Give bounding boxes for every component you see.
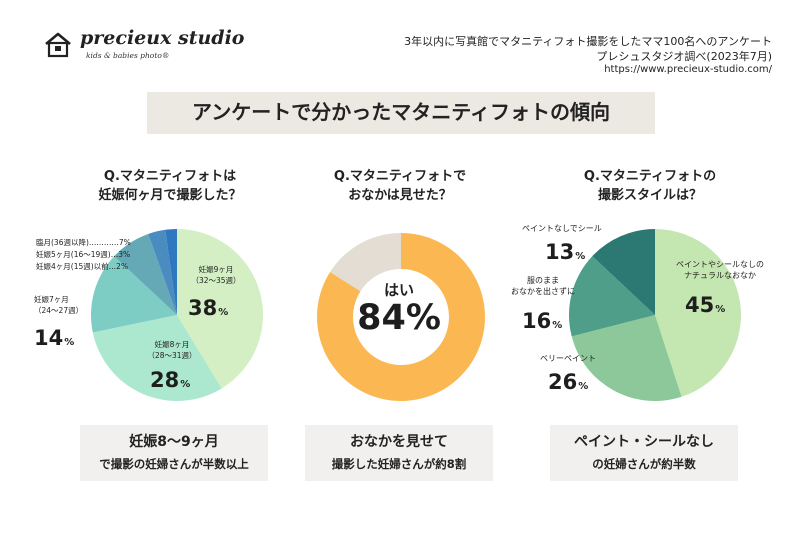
chart3-value-sticker: 13% — [545, 240, 586, 264]
chart1-label-month8: 妊娠8ヶ月 （28～31週） — [140, 339, 204, 361]
chart1-value-month9: 38% — [188, 296, 229, 320]
chart3-value-bellypaint: 26% — [548, 370, 589, 394]
summary-2-line-1: おなかを見せて — [350, 434, 448, 450]
survey-source: プレシュスタジオ調べ(2023年7月) — [596, 50, 772, 63]
question-3-line-1: Q.マタニティフォトの — [583, 169, 717, 184]
chart3-value-natural: 45% — [685, 293, 726, 317]
chart3-label-bellypaint: ベリーペイント — [540, 354, 596, 363]
chart3-label-clothes-line1: 服のまま — [527, 276, 559, 285]
question-2-line-2: おなかは見せた？ — [348, 188, 452, 203]
chart3-value-clothes: 16% — [522, 309, 563, 333]
summary-3-line-2: の妊婦さんが約半数 — [592, 457, 696, 471]
question-2: Q.マタニティフォトで おなかは見せた？ — [290, 167, 510, 205]
chart1-value-month8: 28% — [150, 368, 191, 392]
chart1-label-month7-name: 妊娠7ヶ月 — [34, 295, 69, 304]
chart1-label-rinketsu: 臨月(36週以降)…………7% — [36, 238, 131, 247]
chart1-label-month9-name: 妊娠9ヶ月 — [198, 265, 234, 274]
chart3-label-sticker: ペイントなしでシール — [522, 224, 602, 233]
chart1-label-month7-weeks: （24～27週） — [34, 306, 84, 315]
chart1-value-month7: 14% — [34, 326, 75, 350]
chart3-slice-0 — [655, 229, 741, 397]
studio-url-link[interactable]: https://www.precieux-studio.com/ — [604, 64, 772, 75]
chart1-slice-0 — [177, 229, 263, 389]
house-logo-icon — [45, 32, 71, 58]
chart1-slice-4 — [148, 229, 177, 315]
question-2-line-1: Q.マタニティフォトで — [333, 169, 467, 184]
summary-box-2 — [305, 425, 493, 481]
summary-2-line-2: 撮影した妊婦さんが約8割 — [331, 457, 467, 471]
question-3-line-2: 撮影スタイルは？ — [597, 188, 702, 203]
summary-1-line-1: 妊娠8～9ヶ月 — [129, 434, 219, 450]
summary-1-line-2: で撮影の妊婦さんが半数以上 — [99, 457, 249, 471]
summary-box-1 — [80, 425, 268, 481]
survey-description: 3年以内に写真館でマタニティフォト撮影をしたママ100名へのアンケート — [404, 35, 772, 48]
chart2-center-label: はい — [383, 281, 414, 299]
summary-box-3 — [550, 425, 738, 481]
chart3-label-natural-line2: ナチュラルなおなか — [684, 271, 756, 280]
chart1-label-month9-weeks: （32～35週） — [191, 276, 241, 285]
chart3-label-clothes-line2: おなかを出さずに — [511, 287, 575, 296]
question-3: Q.マタニティフォトの 撮影スタイルは？ — [540, 167, 760, 205]
chart2-slice-1 — [330, 233, 401, 292]
chart3-label-natural: ペイントやシールなしの ナチュラルなおなか — [662, 259, 778, 281]
chart1-label-month7: 妊娠7ヶ月 （24～27週） — [34, 294, 83, 316]
chart1-label-month9: 妊娠9ヶ月 （32～35週） — [184, 264, 248, 286]
question-1: Q.マタニティフォトは 妊娠何ヶ月で撮影した？ — [60, 167, 280, 205]
chart1-label-month4: 妊娠4ヶ月(15週)以前…2% — [36, 262, 129, 271]
question-1-line-1: Q.マタニティフォトは — [103, 169, 237, 184]
chart1-label-month8-weeks: （28～31週） — [147, 351, 197, 360]
logo-title: precieux studio — [80, 27, 245, 49]
chart1-label-month5: 妊娠5ヶ月(16～19週)…3% — [36, 250, 131, 259]
chart2-slice-0 — [317, 233, 486, 401]
chart1-slice-3 — [114, 233, 177, 315]
chart3-slice-1 — [571, 315, 682, 401]
chart1-label-month8-name: 妊娠8ヶ月 — [154, 340, 190, 349]
summary-3-line-1: ペイント・シールなし — [574, 434, 714, 450]
chart3-slice-3 — [592, 229, 655, 315]
logo-subtitle: kids & babies photo® — [86, 51, 170, 60]
question-1-line-2: 妊娠何ヶ月で撮影した？ — [98, 188, 242, 203]
chart3-label-natural-line1: ペイントやシールなしの — [676, 260, 764, 269]
chart1-slice-2 — [91, 256, 177, 333]
chart3-slice-2 — [569, 256, 655, 337]
page-title: アンケートで分かったマタニティフォトの傾向 — [192, 100, 610, 124]
chart1-slice-5 — [165, 229, 177, 315]
chart3-label-clothes: 服のまま おなかを出さずに — [503, 275, 583, 297]
chart1-slice-1 — [92, 315, 222, 401]
chart2-center-value: 84% — [357, 298, 441, 338]
title-banner — [147, 92, 655, 134]
